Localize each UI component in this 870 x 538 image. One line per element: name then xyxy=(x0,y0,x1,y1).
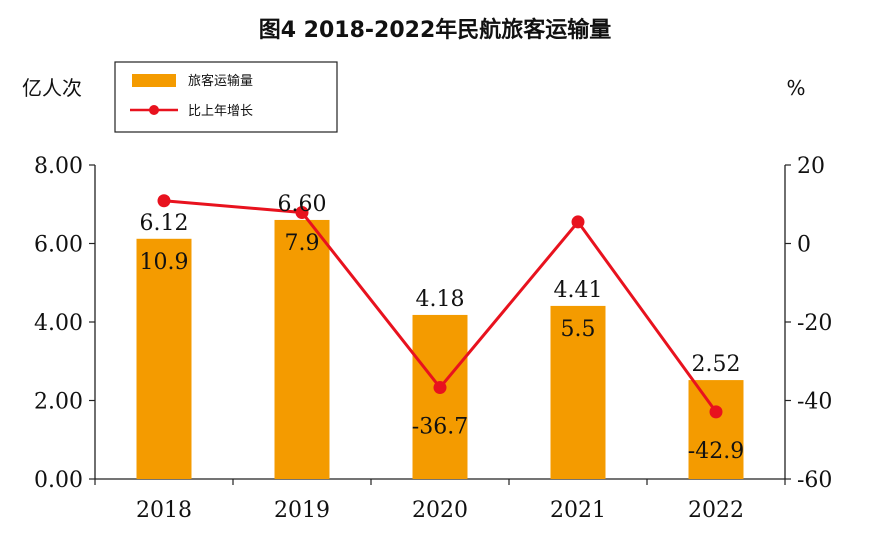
bar-value-label: 6.12 xyxy=(140,211,189,236)
growth-value-label: 7.9 xyxy=(285,231,320,256)
legend: 旅客运输量 比上年增长 xyxy=(114,61,338,133)
axes: 0.00 2.00 4.00 6.00 8.00 -60 -40 -20 0 20 2018 2019… xyxy=(34,154,832,523)
bar-value-label: 2.52 xyxy=(692,352,741,377)
right-tick-label: -60 xyxy=(797,468,832,493)
bar xyxy=(550,305,606,479)
x-tick-label: 2019 xyxy=(274,498,330,523)
right-tick-label: -20 xyxy=(797,311,832,336)
growth-value-label: 10.9 xyxy=(140,250,189,275)
left-tick-label: 0.00 xyxy=(34,468,83,493)
legend-bar-label: 旅客运输量 xyxy=(188,73,253,89)
bar-value-label: 6.60 xyxy=(278,192,327,217)
growth-value-label: -36.7 xyxy=(412,415,468,440)
bars xyxy=(136,219,744,479)
right-tick-label: 0 xyxy=(797,233,811,258)
growth-point xyxy=(709,405,723,419)
bar-value-label: 4.41 xyxy=(554,278,603,303)
x-tick-label: 2020 xyxy=(412,498,468,523)
growth-value-label: 5.5 xyxy=(561,317,596,342)
growth-point xyxy=(433,381,447,395)
growth-line xyxy=(157,194,723,419)
left-tick-label: 6.00 xyxy=(34,233,83,258)
legend-box xyxy=(114,61,338,133)
legend-line-marker xyxy=(149,105,159,115)
x-tick-label: 2022 xyxy=(688,498,744,523)
growth-point xyxy=(295,205,309,219)
x-tick-label: 2021 xyxy=(550,498,606,523)
bar-value-label: 4.18 xyxy=(416,287,465,312)
left-axis-unit: 亿人次 xyxy=(22,76,82,100)
bar xyxy=(412,314,468,479)
x-tick-label: 2018 xyxy=(136,498,192,523)
growth-point xyxy=(571,215,585,229)
legend-bar-swatch xyxy=(132,74,176,87)
chart-title: 图4 2018-2022年民航旅客运输量 xyxy=(259,17,612,43)
left-tick-label: 4.00 xyxy=(34,311,83,336)
legend-line-label: 比上年增长 xyxy=(188,104,253,119)
left-tick-label: 8.00 xyxy=(34,154,83,179)
growth-point xyxy=(157,194,171,208)
growth-value-label: -42.9 xyxy=(688,439,744,464)
bar xyxy=(274,219,330,479)
right-tick-label: -40 xyxy=(797,390,832,415)
right-axis-unit: % xyxy=(786,76,805,100)
right-tick-label: 20 xyxy=(797,154,825,179)
bar xyxy=(136,238,192,479)
data-labels: 6.12 6.60 4.18 4.41 2.52 10.9 7.9 -36.7 5.5 -42.9 xyxy=(140,192,745,464)
bar xyxy=(688,380,744,479)
left-tick-label: 2.00 xyxy=(34,390,83,415)
